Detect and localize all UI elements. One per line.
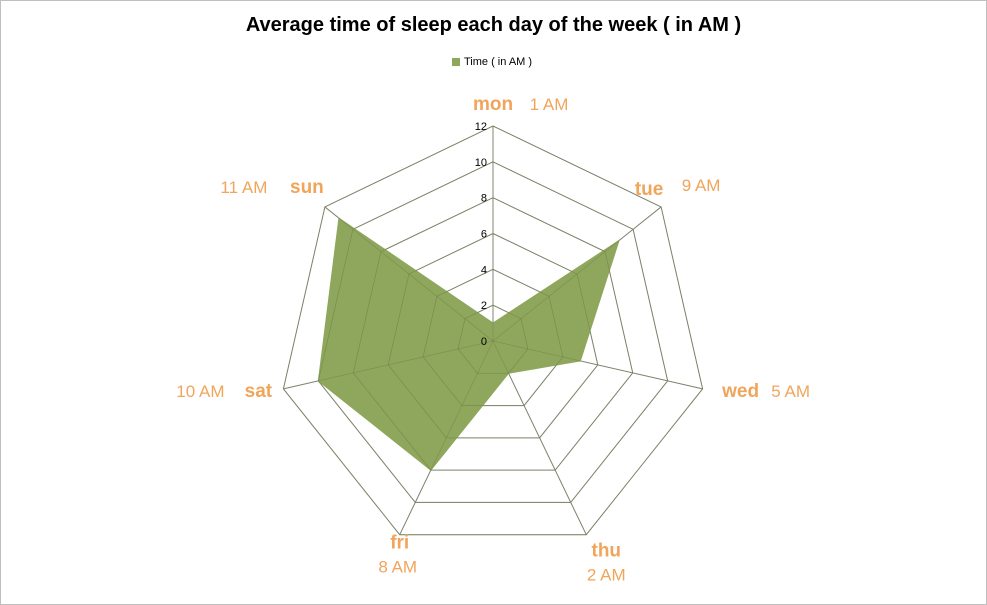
category-label-mon: mon — [473, 94, 513, 115]
r-tick-label: 4 — [481, 264, 487, 276]
category-label-thu: thu — [592, 541, 622, 562]
grid-ring-overlay — [457, 304, 529, 374]
legend: Time ( in AM ) — [452, 56, 532, 68]
category-annotation-tue: 9 AM — [682, 176, 721, 195]
grid-ring-overlay — [422, 268, 564, 406]
axis-spoke-overlay — [492, 340, 587, 535]
grid-ring-overlay — [352, 197, 634, 471]
category-label-sun: sun — [290, 177, 324, 198]
category-label-wed: wed — [721, 381, 759, 402]
axis-spoke-overlay — [492, 206, 662, 342]
category-annotation-sun: 11 AM — [220, 178, 267, 197]
axis-spoke-overlay — [283, 340, 494, 390]
category-annotation-mon: 1 AM — [530, 95, 569, 114]
r-tick-label: 0 — [481, 336, 487, 348]
r-tick-label: 10 — [475, 157, 487, 169]
category-label-fri: fri — [390, 533, 409, 554]
r-tick-label: 8 — [481, 193, 487, 205]
legend-label: Time ( in AM ) — [464, 56, 533, 68]
r-tick-label: 2 — [481, 300, 487, 312]
axis-spoke-overlay — [399, 340, 494, 535]
axis-spoke-overlay — [492, 340, 703, 390]
category-annotation-sat: 10 AM — [176, 382, 224, 401]
chart-title: Average time of sleep each day of the we… — [245, 14, 742, 36]
grid-ring-overlay — [317, 161, 669, 503]
category-label-tue: tue — [635, 179, 664, 200]
axis-spoke-overlay — [324, 206, 494, 342]
series-area — [317, 217, 620, 471]
grid-ring-overlay — [387, 233, 599, 439]
category-annotation-fri: 8 AM — [378, 558, 417, 577]
r-tick-label: 12 — [475, 121, 487, 133]
category-annotation-thu: 2 AM — [587, 566, 626, 585]
category-label-sat: sat — [245, 381, 273, 402]
category-annotation-wed: 5 AM — [771, 382, 810, 401]
r-tick-label: 6 — [481, 229, 487, 241]
legend-swatch — [452, 58, 460, 66]
grid-ring-overlay — [282, 125, 704, 536]
